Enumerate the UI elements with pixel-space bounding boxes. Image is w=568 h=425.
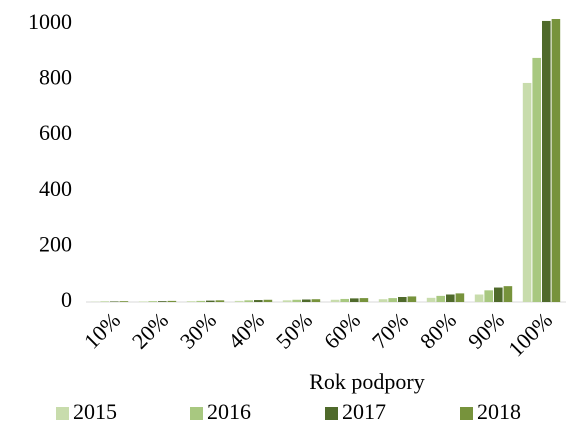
bar bbox=[119, 301, 129, 302]
bar bbox=[446, 294, 455, 302]
bar bbox=[100, 301, 109, 302]
x-tick-label: 70% bbox=[367, 307, 413, 353]
legend-swatch bbox=[460, 407, 473, 420]
bar bbox=[110, 301, 119, 302]
bar bbox=[484, 290, 493, 302]
bar bbox=[350, 298, 359, 302]
bar bbox=[254, 300, 263, 302]
legend-label: 2016 bbox=[207, 399, 251, 424]
bar bbox=[407, 296, 417, 302]
bar bbox=[551, 18, 561, 302]
x-tick-label: 80% bbox=[415, 307, 461, 353]
legend-label: 2017 bbox=[342, 399, 386, 424]
bar bbox=[340, 298, 349, 302]
x-tick-label: 90% bbox=[463, 307, 509, 353]
bar bbox=[244, 300, 253, 302]
y-tick-label: 600 bbox=[39, 120, 72, 145]
x-tick-label: 60% bbox=[319, 307, 365, 353]
bar bbox=[292, 299, 301, 302]
bar bbox=[148, 301, 157, 302]
bar bbox=[234, 300, 244, 302]
bar bbox=[206, 300, 215, 302]
x-axis-label: Rok podpory bbox=[309, 369, 425, 394]
bar bbox=[215, 300, 225, 302]
bar bbox=[330, 299, 340, 302]
bar bbox=[426, 297, 436, 302]
bar bbox=[388, 298, 397, 302]
bar bbox=[474, 294, 484, 302]
y-tick-label: 0 bbox=[61, 287, 72, 312]
x-tick-label: 20% bbox=[127, 307, 173, 353]
legend-swatch bbox=[56, 407, 69, 420]
x-tick-label: 100% bbox=[503, 307, 557, 361]
y-tick-label: 400 bbox=[39, 176, 72, 201]
bar bbox=[455, 293, 465, 302]
x-tick-label: 10% bbox=[79, 307, 125, 353]
bar bbox=[522, 82, 532, 302]
bar bbox=[311, 299, 321, 302]
bar bbox=[186, 301, 196, 302]
x-tick-label: 30% bbox=[175, 307, 221, 353]
y-tick-label: 1000 bbox=[28, 9, 72, 34]
bar bbox=[263, 299, 273, 302]
bar bbox=[196, 300, 205, 302]
legend-label: 2018 bbox=[477, 399, 521, 424]
legend-label: 2015 bbox=[73, 399, 117, 424]
bar bbox=[532, 57, 541, 302]
legend-swatch bbox=[325, 407, 338, 420]
bar bbox=[138, 301, 148, 302]
bar bbox=[436, 295, 445, 302]
bar bbox=[167, 300, 177, 302]
legend-swatch bbox=[190, 407, 203, 420]
bar bbox=[542, 20, 551, 303]
y-tick-label: 200 bbox=[39, 231, 72, 256]
bar bbox=[378, 299, 388, 302]
x-tick-label: 50% bbox=[271, 307, 317, 353]
bar bbox=[302, 299, 311, 302]
bar bbox=[398, 296, 407, 302]
x-tick-label: 40% bbox=[223, 307, 269, 353]
bar bbox=[503, 286, 513, 302]
bar bbox=[282, 300, 292, 302]
bar bbox=[158, 301, 167, 302]
bar bbox=[359, 298, 369, 302]
y-tick-label: 800 bbox=[39, 65, 72, 90]
bar bbox=[494, 287, 503, 302]
